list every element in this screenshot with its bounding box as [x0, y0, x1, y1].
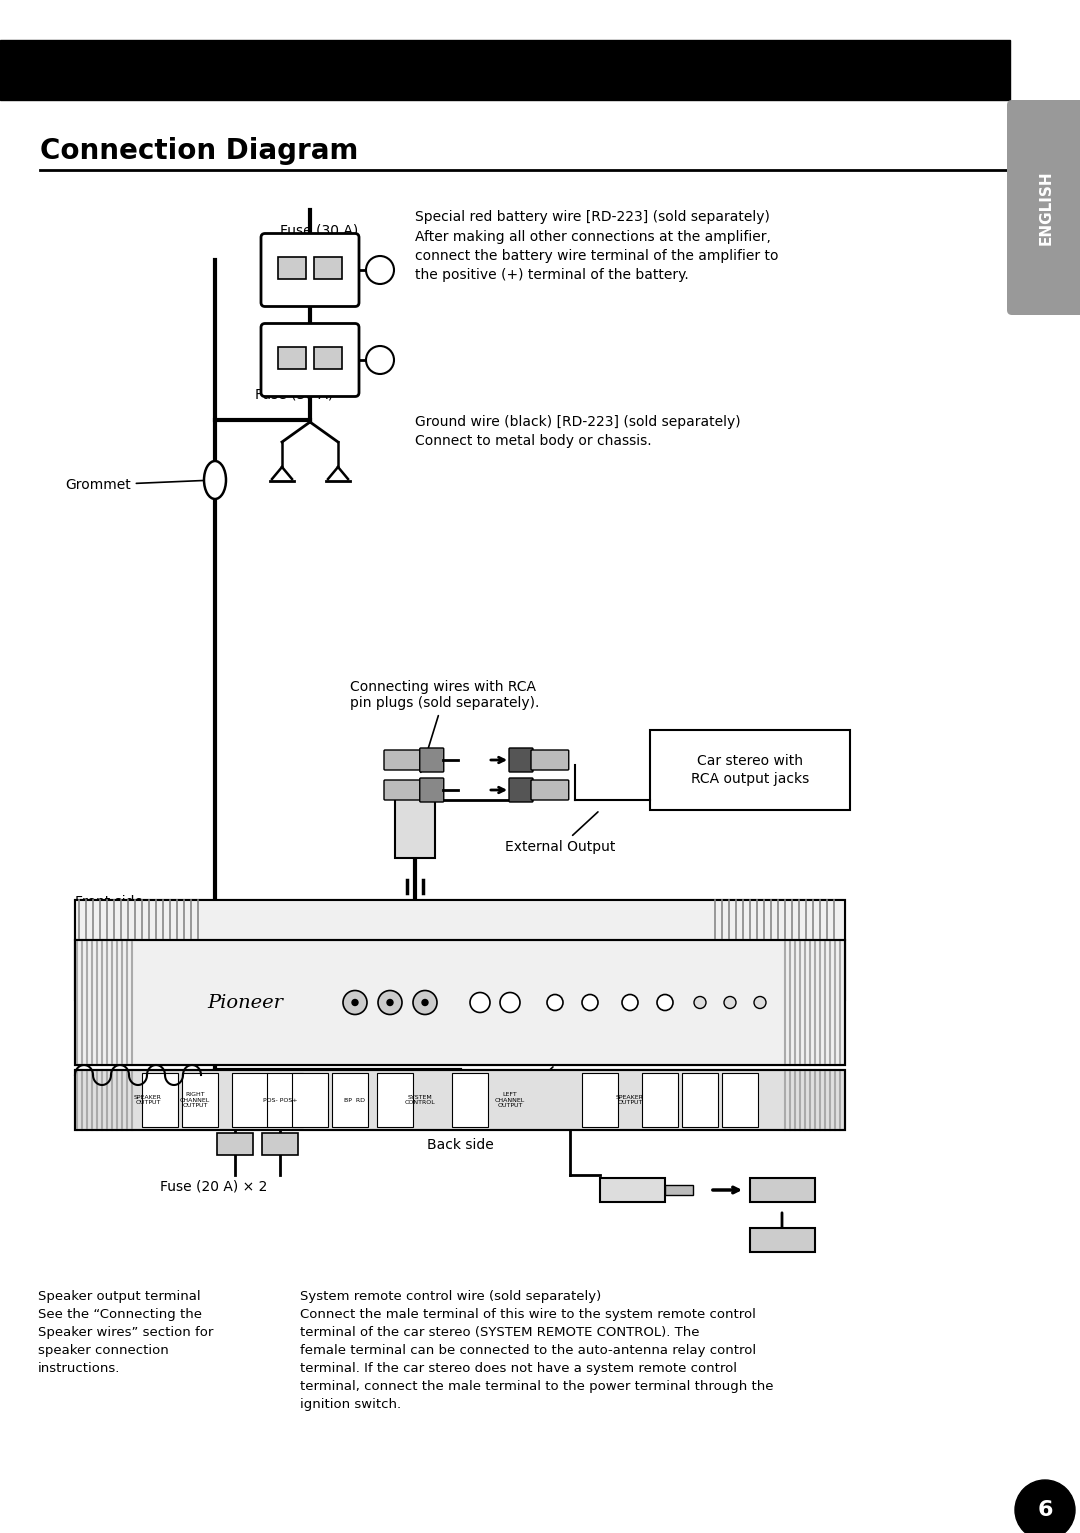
Text: Special red battery wire [RD-223] (sold separately)
After making all other conne: Special red battery wire [RD-223] (sold …: [415, 210, 779, 282]
Text: RCA input jack: RCA input jack: [460, 1067, 561, 1114]
Text: Fuse (30 A): Fuse (30 A): [255, 388, 334, 402]
Bar: [650, 730, 850, 809]
Circle shape: [366, 346, 394, 374]
Bar: [75, 940, 845, 1065]
Bar: [75, 900, 845, 940]
FancyBboxPatch shape: [420, 779, 444, 802]
FancyBboxPatch shape: [509, 779, 534, 802]
Circle shape: [1015, 1479, 1075, 1533]
Text: Pioneer: Pioneer: [207, 993, 283, 1012]
Circle shape: [366, 256, 394, 284]
Text: BP  RD: BP RD: [345, 1098, 365, 1102]
Text: Connection Diagram: Connection Diagram: [40, 136, 359, 166]
Bar: [453, 1073, 488, 1127]
Circle shape: [546, 995, 563, 1010]
Bar: [314, 258, 342, 279]
Bar: [292, 1073, 328, 1127]
FancyBboxPatch shape: [420, 748, 444, 773]
Bar: [665, 1185, 693, 1196]
Bar: [750, 1228, 815, 1252]
FancyBboxPatch shape: [531, 750, 569, 770]
Text: SPEAKER
OUTPUT: SPEAKER OUTPUT: [134, 1095, 162, 1105]
Text: RIGHT
CHANNEL
OUTPUT: RIGHT CHANNEL OUTPUT: [180, 1091, 211, 1108]
Text: Fuse (30 A): Fuse (30 A): [280, 222, 359, 238]
Text: 6: 6: [1037, 1499, 1053, 1521]
Bar: [582, 1073, 618, 1127]
Circle shape: [343, 990, 367, 1015]
Bar: [278, 346, 306, 369]
Circle shape: [387, 1000, 393, 1006]
Bar: [183, 1073, 218, 1127]
Circle shape: [724, 996, 735, 1009]
Bar: [332, 1073, 368, 1127]
Bar: [750, 1177, 815, 1202]
Bar: [681, 1073, 718, 1127]
FancyBboxPatch shape: [384, 750, 422, 770]
Text: Speaker output terminal
See the “Connecting the
Speaker wires” section for
speak: Speaker output terminal See the “Connect…: [38, 1289, 214, 1375]
Bar: [600, 1177, 665, 1202]
Circle shape: [754, 996, 766, 1009]
Text: Car stereo with
RCA output jacks: Car stereo with RCA output jacks: [691, 754, 809, 786]
Bar: [267, 1073, 303, 1127]
Bar: [395, 793, 435, 857]
Bar: [642, 1073, 678, 1127]
Bar: [262, 1133, 298, 1154]
Bar: [75, 940, 845, 1065]
Text: SYSTEM
CONTROL: SYSTEM CONTROL: [405, 1095, 435, 1105]
Bar: [75, 1070, 845, 1130]
Circle shape: [622, 995, 638, 1010]
Circle shape: [694, 996, 706, 1009]
Bar: [723, 1073, 758, 1127]
Ellipse shape: [204, 461, 226, 500]
Bar: [314, 346, 342, 369]
Circle shape: [422, 1000, 428, 1006]
Text: ENGLISH: ENGLISH: [1039, 170, 1053, 245]
Bar: [0, 40, 1010, 100]
FancyBboxPatch shape: [384, 780, 422, 800]
FancyBboxPatch shape: [1007, 100, 1080, 314]
FancyBboxPatch shape: [261, 323, 359, 397]
Text: Fuse (20 A) × 2: Fuse (20 A) × 2: [160, 1180, 268, 1194]
Text: Connecting wires with RCA
pin plugs (sold separately).: Connecting wires with RCA pin plugs (sol…: [350, 681, 539, 773]
Text: POS- POS+: POS- POS+: [262, 1098, 297, 1102]
Bar: [141, 1073, 178, 1127]
FancyBboxPatch shape: [531, 780, 569, 800]
Bar: [377, 1073, 413, 1127]
Circle shape: [378, 990, 402, 1015]
Circle shape: [470, 992, 490, 1012]
FancyBboxPatch shape: [261, 233, 359, 307]
Bar: [217, 1133, 253, 1154]
Circle shape: [352, 1000, 357, 1006]
Text: LEFT
CHANNEL
OUTPUT: LEFT CHANNEL OUTPUT: [495, 1091, 525, 1108]
Text: External Output: External Output: [504, 812, 616, 854]
Text: Grommet: Grommet: [65, 478, 213, 492]
Text: Front side: Front side: [75, 895, 143, 909]
Circle shape: [582, 995, 598, 1010]
Text: SPEAKER
OUTPUT: SPEAKER OUTPUT: [616, 1095, 644, 1105]
Text: Back side: Back side: [427, 1137, 494, 1151]
Bar: [75, 900, 845, 1000]
Circle shape: [657, 995, 673, 1010]
Bar: [278, 258, 306, 279]
Text: System remote control wire (sold separately)
Connect the male terminal of this w: System remote control wire (sold separat…: [300, 1289, 773, 1410]
Bar: [75, 1070, 845, 1130]
Text: Ground wire (black) [RD-223] (sold separately)
Connect to metal body or chassis.: Ground wire (black) [RD-223] (sold separ…: [415, 415, 741, 449]
Circle shape: [500, 992, 519, 1012]
Circle shape: [413, 990, 437, 1015]
Bar: [232, 1073, 268, 1127]
FancyBboxPatch shape: [509, 748, 534, 773]
